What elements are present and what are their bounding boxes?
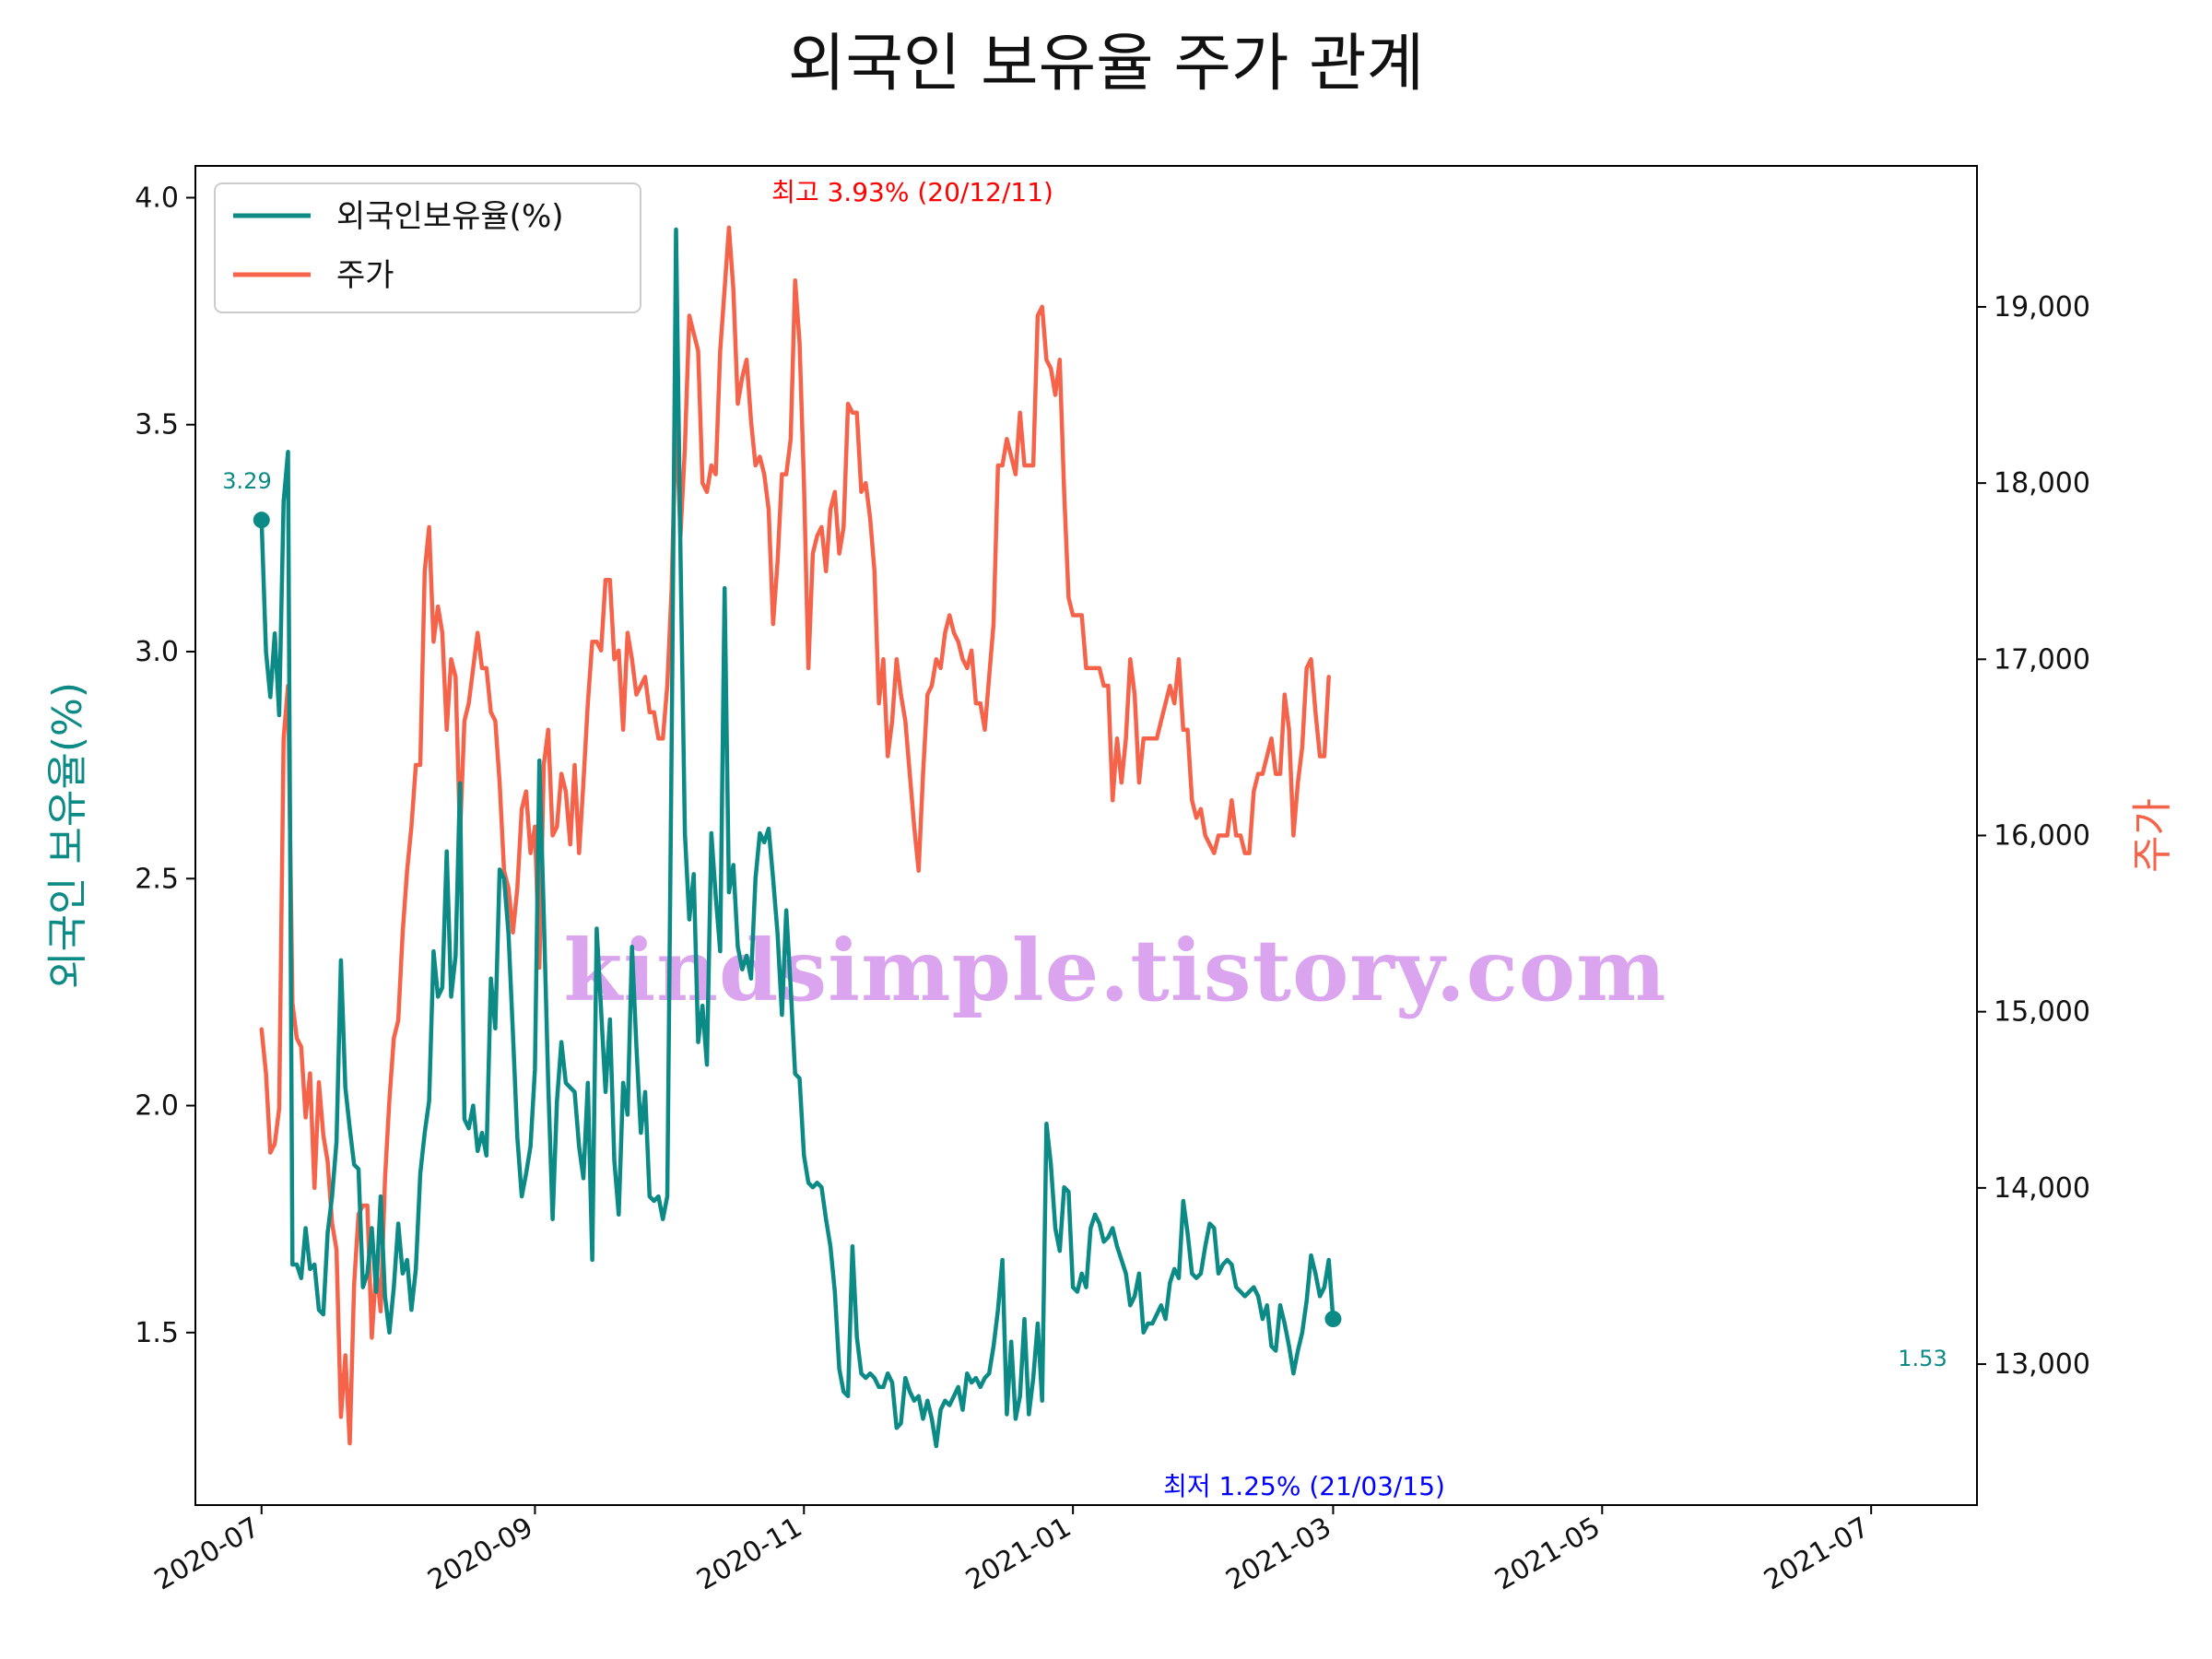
y-left-tick-label: 2.0 [135,1090,179,1123]
y-axis-left-label: 외국인 보유율(%) [44,682,91,989]
x-tick-label: 2021-03 [1220,1512,1336,1597]
y-left-tick-label: 2.5 [135,863,179,895]
legend-label-ratio: 외국인보유율(%) [336,198,564,235]
price-series-line [259,225,1331,1446]
end-point-marker [1324,1311,1342,1328]
y-right-tick-label: 14,000 [1994,1172,2090,1205]
min-annotation: 최저 1.25% (21/03/15) [1163,1471,1445,1501]
y-left-tick-label: 3.0 [135,636,179,668]
y-right-tick-label: 17,000 [1994,643,2090,676]
legend-label-price: 주가 [336,257,394,294]
max-annotation: 최고 3.93% (20/12/11) [771,177,1053,207]
y-left-tick-label: 1.5 [135,1317,179,1349]
y-right-tick-label: 15,000 [1994,996,2090,1029]
y-axis-right-label: 주가 [2129,798,2176,873]
y-right-tick-label: 13,000 [1994,1348,2090,1381]
chart-title: 외국인 보유율 주가 관계 [788,28,1424,100]
series-layer [253,225,1342,1449]
y-left-tick-label: 4.0 [135,182,179,214]
x-tick-label: 2021-05 [1489,1512,1606,1597]
x-tick-label: 2020-09 [422,1512,538,1597]
watermark-text: kindsimple.tistory.com [563,921,1666,1020]
y-right-tick-label: 16,000 [1994,820,2090,853]
legend-box [214,182,641,313]
y-right-tick-label: 18,000 [1994,467,2090,500]
x-tick-label: 2020-11 [691,1512,807,1597]
y-left-tick-label: 3.5 [135,409,179,441]
y-right-tick-label: 19,000 [1994,291,2090,324]
start-point-marker [253,512,270,529]
annotation-layer: 최고 3.93% (20/12/11) 최저 1.25% (21/03/15) … [222,177,1947,1501]
start-value-label: 3.29 [222,468,271,494]
x-tick-label: 2021-01 [960,1512,1077,1597]
x-tick-label: 2021-07 [1759,1512,1875,1597]
ratio-series-line [259,227,1335,1449]
end-value-label: 1.53 [1898,1346,1947,1371]
legend: 외국인보유율(%) 주가 [214,182,641,313]
x-tick-label: 2020-07 [149,1512,265,1597]
